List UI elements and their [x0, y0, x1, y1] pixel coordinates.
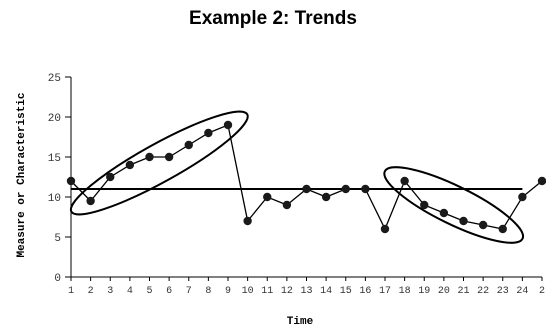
- y-axis-label: Measure or Characteristic: [16, 92, 28, 257]
- x-tick-label: 16: [359, 286, 371, 297]
- series-line: [70, 124, 543, 231]
- x-tick-label: 9: [225, 286, 231, 297]
- x-tick-label: 12: [281, 286, 293, 297]
- data-point: [86, 196, 95, 206]
- data-point: [361, 184, 370, 194]
- x-tick-label: 2: [539, 286, 545, 297]
- y-tick-label: 20: [48, 113, 61, 125]
- x-tick-label: 14: [320, 286, 332, 297]
- y-tick-label: 5: [54, 233, 61, 245]
- data-point: [204, 128, 213, 138]
- data-point: [223, 120, 233, 130]
- data-point: [341, 184, 350, 194]
- x-tick-label: 13: [300, 286, 312, 297]
- x-tick-label: 11: [261, 286, 273, 297]
- x-tick-label: 1: [68, 286, 74, 297]
- data-point: [498, 224, 507, 234]
- x-axis-label: Time: [287, 316, 314, 328]
- data-point: [125, 160, 135, 170]
- data-point: [66, 176, 76, 186]
- annotations: [69, 110, 525, 244]
- data-point: [459, 216, 468, 226]
- x-tick-label: 23: [497, 286, 509, 297]
- axes: [70, 77, 542, 278]
- x-tick-label: 8: [205, 286, 211, 297]
- data-point: [282, 200, 292, 210]
- x-tick-label: 19: [418, 286, 430, 297]
- data-point: [106, 172, 115, 182]
- x-tick-label: 10: [242, 286, 254, 297]
- x-tick-label: 18: [399, 286, 411, 297]
- data-point: [321, 192, 331, 202]
- y-tick-label: 0: [54, 273, 61, 285]
- data-point: [145, 152, 154, 162]
- x-tick-label: 7: [186, 286, 192, 297]
- upward-trend-ellipse: [69, 110, 249, 216]
- x-tick-label: 5: [146, 286, 152, 297]
- x-tick-label: 3: [107, 286, 113, 297]
- data-point: [164, 152, 174, 162]
- data-point: [478, 220, 488, 230]
- x-tick-label: 22: [477, 286, 489, 297]
- data-point: [537, 176, 546, 186]
- x-tick-label: 21: [457, 286, 469, 297]
- downward-trend-ellipse: [383, 166, 525, 244]
- y-tick-label: 15: [48, 153, 61, 165]
- data-point: [420, 200, 429, 210]
- x-tick-label: 20: [438, 286, 450, 297]
- chart-title: Example 2: Trends: [189, 8, 357, 29]
- data-series: [66, 120, 546, 234]
- data-point: [184, 140, 193, 150]
- y-tick-label: 10: [48, 193, 61, 205]
- x-tick-label: 17: [379, 286, 391, 297]
- data-point: [439, 208, 449, 218]
- data-point: [302, 184, 311, 194]
- x-tick-label: 15: [340, 286, 352, 297]
- data-point: [263, 192, 272, 202]
- data-point: [400, 176, 409, 186]
- x-tick-label: 4: [127, 286, 133, 297]
- data-point: [243, 216, 252, 226]
- data-point: [518, 192, 527, 202]
- x-tick-label: 24: [516, 286, 528, 297]
- x-tick-label: 6: [166, 286, 172, 297]
- data-point: [380, 224, 390, 234]
- x-tick-label: 2: [88, 286, 94, 297]
- y-tick-label: 25: [48, 73, 61, 85]
